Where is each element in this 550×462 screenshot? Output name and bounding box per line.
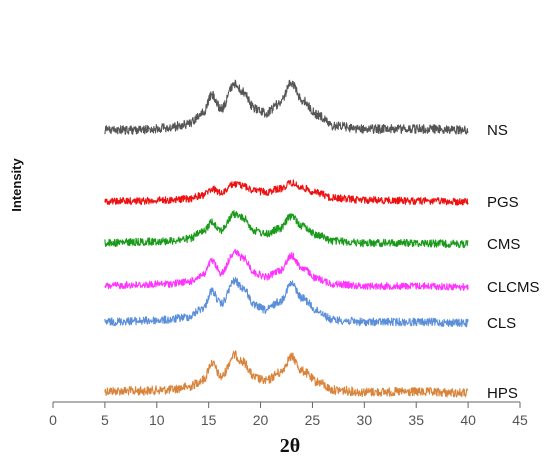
- x-tick-label: 5: [101, 412, 109, 428]
- series-line-clcms: [104, 248, 469, 291]
- series-label-cms: CMS: [487, 236, 520, 253]
- x-axis-title: 2θ: [280, 435, 300, 457]
- x-tick-label: 40: [460, 412, 476, 428]
- series-labels: HPS CLS CLCMS CMS PGS NS: [487, 122, 540, 402]
- series-label-cls: CLS: [487, 315, 516, 332]
- series-line-pgs: [104, 179, 469, 206]
- series-layer: [104, 79, 469, 398]
- series-label-pgs: PGS: [487, 194, 519, 211]
- series-line-cls: [104, 276, 469, 328]
- series-line-hps: [104, 350, 469, 398]
- series-label-ns: NS: [487, 122, 508, 139]
- series-line-ns: [104, 79, 469, 135]
- x-tick-label: 25: [305, 412, 321, 428]
- x-tick-label: 45: [512, 412, 528, 428]
- series-label-hps: HPS: [487, 385, 518, 402]
- x-tick-label: 35: [408, 412, 424, 428]
- x-axis: 0 5 10 15 20 25 30 35 40 45: [49, 401, 528, 428]
- series-label-clcms: CLCMS: [487, 279, 540, 296]
- x-tick-label: 15: [201, 412, 217, 428]
- series-line-cms: [104, 210, 469, 249]
- x-tick-label: 30: [357, 412, 373, 428]
- y-axis-title: Intensity: [9, 158, 24, 212]
- x-tick-label: 10: [149, 412, 165, 428]
- x-tick-label: 0: [49, 412, 57, 428]
- x-tick-label: 20: [253, 412, 269, 428]
